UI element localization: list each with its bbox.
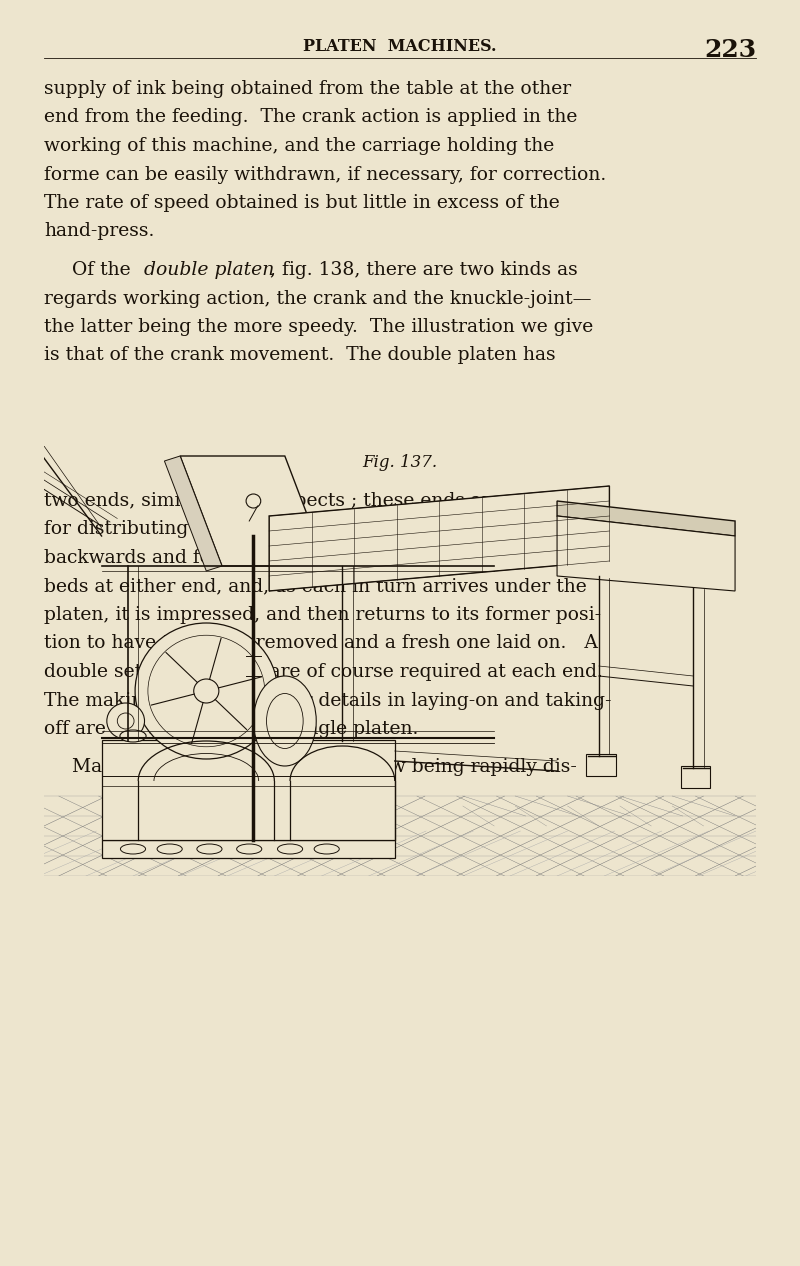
Text: is that of the crank movement.  The double platen has: is that of the crank movement. The doubl… bbox=[44, 347, 556, 365]
Text: Fig. 137.: Fig. 137. bbox=[362, 454, 438, 471]
Text: for distributing and inking purposes, as the formes travel: for distributing and inking purposes, as… bbox=[44, 520, 588, 538]
Ellipse shape bbox=[120, 730, 146, 742]
Text: tion to have the sheet removed and a fresh one laid on.   A: tion to have the sheet removed and a fre… bbox=[44, 634, 598, 652]
Bar bbox=[102, 841, 394, 858]
Text: Of the: Of the bbox=[72, 261, 137, 279]
Text: two ends, similar in all respects ; these ends are available: two ends, similar in all respects ; thes… bbox=[44, 492, 592, 510]
Text: Machines on this principle are now being rapidly dis-: Machines on this principle are now being… bbox=[72, 758, 577, 776]
Text: double set of operators are of course required at each end.: double set of operators are of course re… bbox=[44, 663, 603, 681]
Text: supply of ink being obtained from the table at the other: supply of ink being obtained from the ta… bbox=[44, 80, 571, 97]
Polygon shape bbox=[180, 456, 326, 566]
Circle shape bbox=[107, 703, 145, 739]
Text: 223: 223 bbox=[704, 38, 756, 62]
Ellipse shape bbox=[157, 844, 182, 855]
Bar bbox=[681, 766, 710, 787]
Ellipse shape bbox=[247, 532, 260, 541]
Bar bbox=[102, 741, 394, 841]
Text: regards working action, the crank and the knuckle-joint—: regards working action, the crank and th… bbox=[44, 290, 591, 308]
Ellipse shape bbox=[314, 844, 339, 855]
Text: The rate of speed obtained is but little in excess of the: The rate of speed obtained is but little… bbox=[44, 194, 560, 211]
Polygon shape bbox=[557, 517, 735, 591]
Text: working of this machine, and the carriage holding the: working of this machine, and the carriag… bbox=[44, 137, 554, 154]
Ellipse shape bbox=[121, 844, 146, 855]
Ellipse shape bbox=[254, 676, 316, 766]
Text: end from the feeding.  The crank action is applied in the: end from the feeding. The crank action i… bbox=[44, 109, 578, 127]
Text: The making-ready and other details in laying-on and taking-: The making-ready and other details in la… bbox=[44, 691, 611, 709]
Ellipse shape bbox=[266, 694, 303, 748]
Polygon shape bbox=[557, 501, 735, 536]
Ellipse shape bbox=[278, 844, 302, 855]
Circle shape bbox=[118, 713, 134, 729]
Text: PLATEN  MACHINES.: PLATEN MACHINES. bbox=[303, 38, 497, 54]
Polygon shape bbox=[165, 456, 222, 571]
Text: , fig. 138, there are two kinds as: , fig. 138, there are two kinds as bbox=[270, 261, 578, 279]
Ellipse shape bbox=[197, 844, 222, 855]
Circle shape bbox=[246, 494, 261, 508]
Text: beds at either end, and, as each in turn arrives under the: beds at either end, and, as each in turn… bbox=[44, 577, 586, 595]
Circle shape bbox=[194, 679, 219, 703]
Ellipse shape bbox=[250, 518, 258, 524]
Polygon shape bbox=[269, 486, 610, 591]
Text: platen, it is impressed, and then returns to its former posi-: platen, it is impressed, and then return… bbox=[44, 606, 601, 624]
Text: off are the same as in the single platen.: off are the same as in the single platen… bbox=[44, 720, 418, 738]
Bar bbox=[586, 755, 616, 776]
Text: the latter being the more speedy.  The illustration we give: the latter being the more speedy. The il… bbox=[44, 318, 594, 335]
Circle shape bbox=[135, 623, 278, 760]
Text: backwards and forwards.  Two formes are placed on the: backwards and forwards. Two formes are p… bbox=[44, 549, 576, 567]
Text: forme can be easily withdrawn, if necessary, for correction.: forme can be easily withdrawn, if necess… bbox=[44, 166, 606, 184]
Text: double platen: double platen bbox=[143, 261, 274, 279]
Circle shape bbox=[148, 636, 265, 747]
Text: hand-press.: hand-press. bbox=[44, 223, 154, 241]
Ellipse shape bbox=[237, 844, 262, 855]
